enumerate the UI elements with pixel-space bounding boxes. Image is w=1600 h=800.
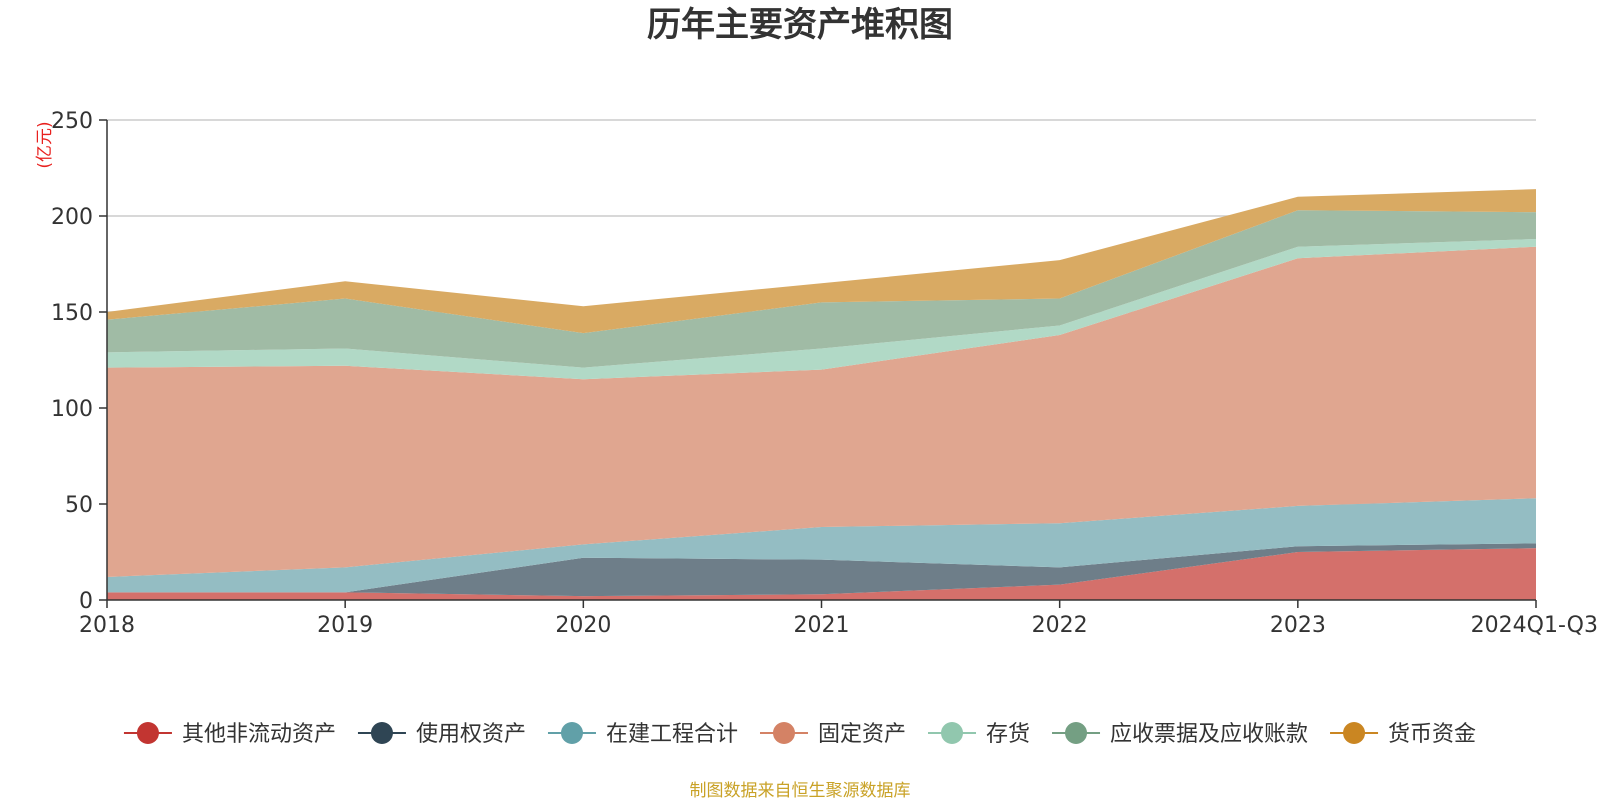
legend-item-2[interactable]: 在建工程合计 — [547, 722, 738, 747]
legend-label: 应收票据及应收账款 — [1110, 722, 1308, 747]
y-tick-label: 50 — [65, 493, 93, 518]
axes: 0 50 100 150 200 250 2018 2019 2020 2021 2022 2023 2… — [51, 109, 1598, 638]
legend-item-0[interactable]: 其他非流动资产 — [123, 722, 336, 747]
legend-item-4[interactable]: 存货 — [928, 722, 1030, 747]
area-series-4[interactable] — [107, 239, 1536, 380]
legend-label: 固定资产 — [818, 722, 906, 747]
legend-marker — [941, 722, 964, 744]
legend-marker — [136, 722, 159, 744]
x-tick-label: 2019 — [317, 613, 373, 638]
x-tick-label: 2020 — [555, 613, 611, 638]
legend-marker — [370, 722, 393, 744]
legend-marker — [1343, 722, 1366, 744]
legend[interactable]: 其他非流动资产 使用权资产 在建工程合计 固定资产 存货 应收票据及应收账款 货币资金 — [123, 722, 1476, 747]
chart-title: 历年主要资产堆积图 — [647, 5, 953, 45]
legend-label: 使用权资产 — [416, 722, 526, 747]
x-tick-label: 2021 — [794, 613, 850, 638]
legend-label: 货币资金 — [1388, 722, 1476, 747]
x-tick-label: 2024Q1-Q3 — [1471, 613, 1598, 638]
legend-marker — [560, 722, 583, 744]
area-series-1[interactable] — [107, 543, 1536, 597]
legend-item-6[interactable]: 货币资金 — [1330, 722, 1476, 747]
y-tick-label: 100 — [51, 397, 93, 422]
legend-item-3[interactable]: 固定资产 — [759, 722, 906, 747]
area-series-2[interactable] — [107, 498, 1536, 593]
x-tick-label: 2023 — [1270, 613, 1326, 638]
legend-item-1[interactable]: 使用权资产 — [357, 722, 526, 747]
y-axis-unit-label: (亿元) — [35, 121, 55, 168]
legend-item-5[interactable]: 应收票据及应收账款 — [1052, 722, 1308, 747]
y-tick-label: 150 — [51, 301, 93, 326]
area-series-6[interactable] — [107, 189, 1536, 334]
legend-label: 存货 — [986, 722, 1030, 747]
area-series-5[interactable] — [107, 210, 1536, 368]
y-tick-label: 0 — [79, 589, 93, 614]
y-tick-label: 250 — [51, 109, 93, 134]
legend-marker — [1065, 722, 1088, 744]
x-tick-label: 2018 — [79, 613, 135, 638]
x-tick-label: 2022 — [1032, 613, 1088, 638]
y-tick-label: 200 — [51, 205, 93, 230]
legend-label: 在建工程合计 — [606, 722, 738, 747]
area-series-3[interactable] — [107, 246, 1536, 577]
legend-marker — [772, 722, 795, 744]
area-series — [107, 189, 1536, 600]
legend-label: 其他非流动资产 — [182, 722, 336, 747]
area-series-0[interactable] — [107, 548, 1536, 600]
data-source-note: 制图数据来自恒生聚源数据库 — [690, 781, 911, 800]
